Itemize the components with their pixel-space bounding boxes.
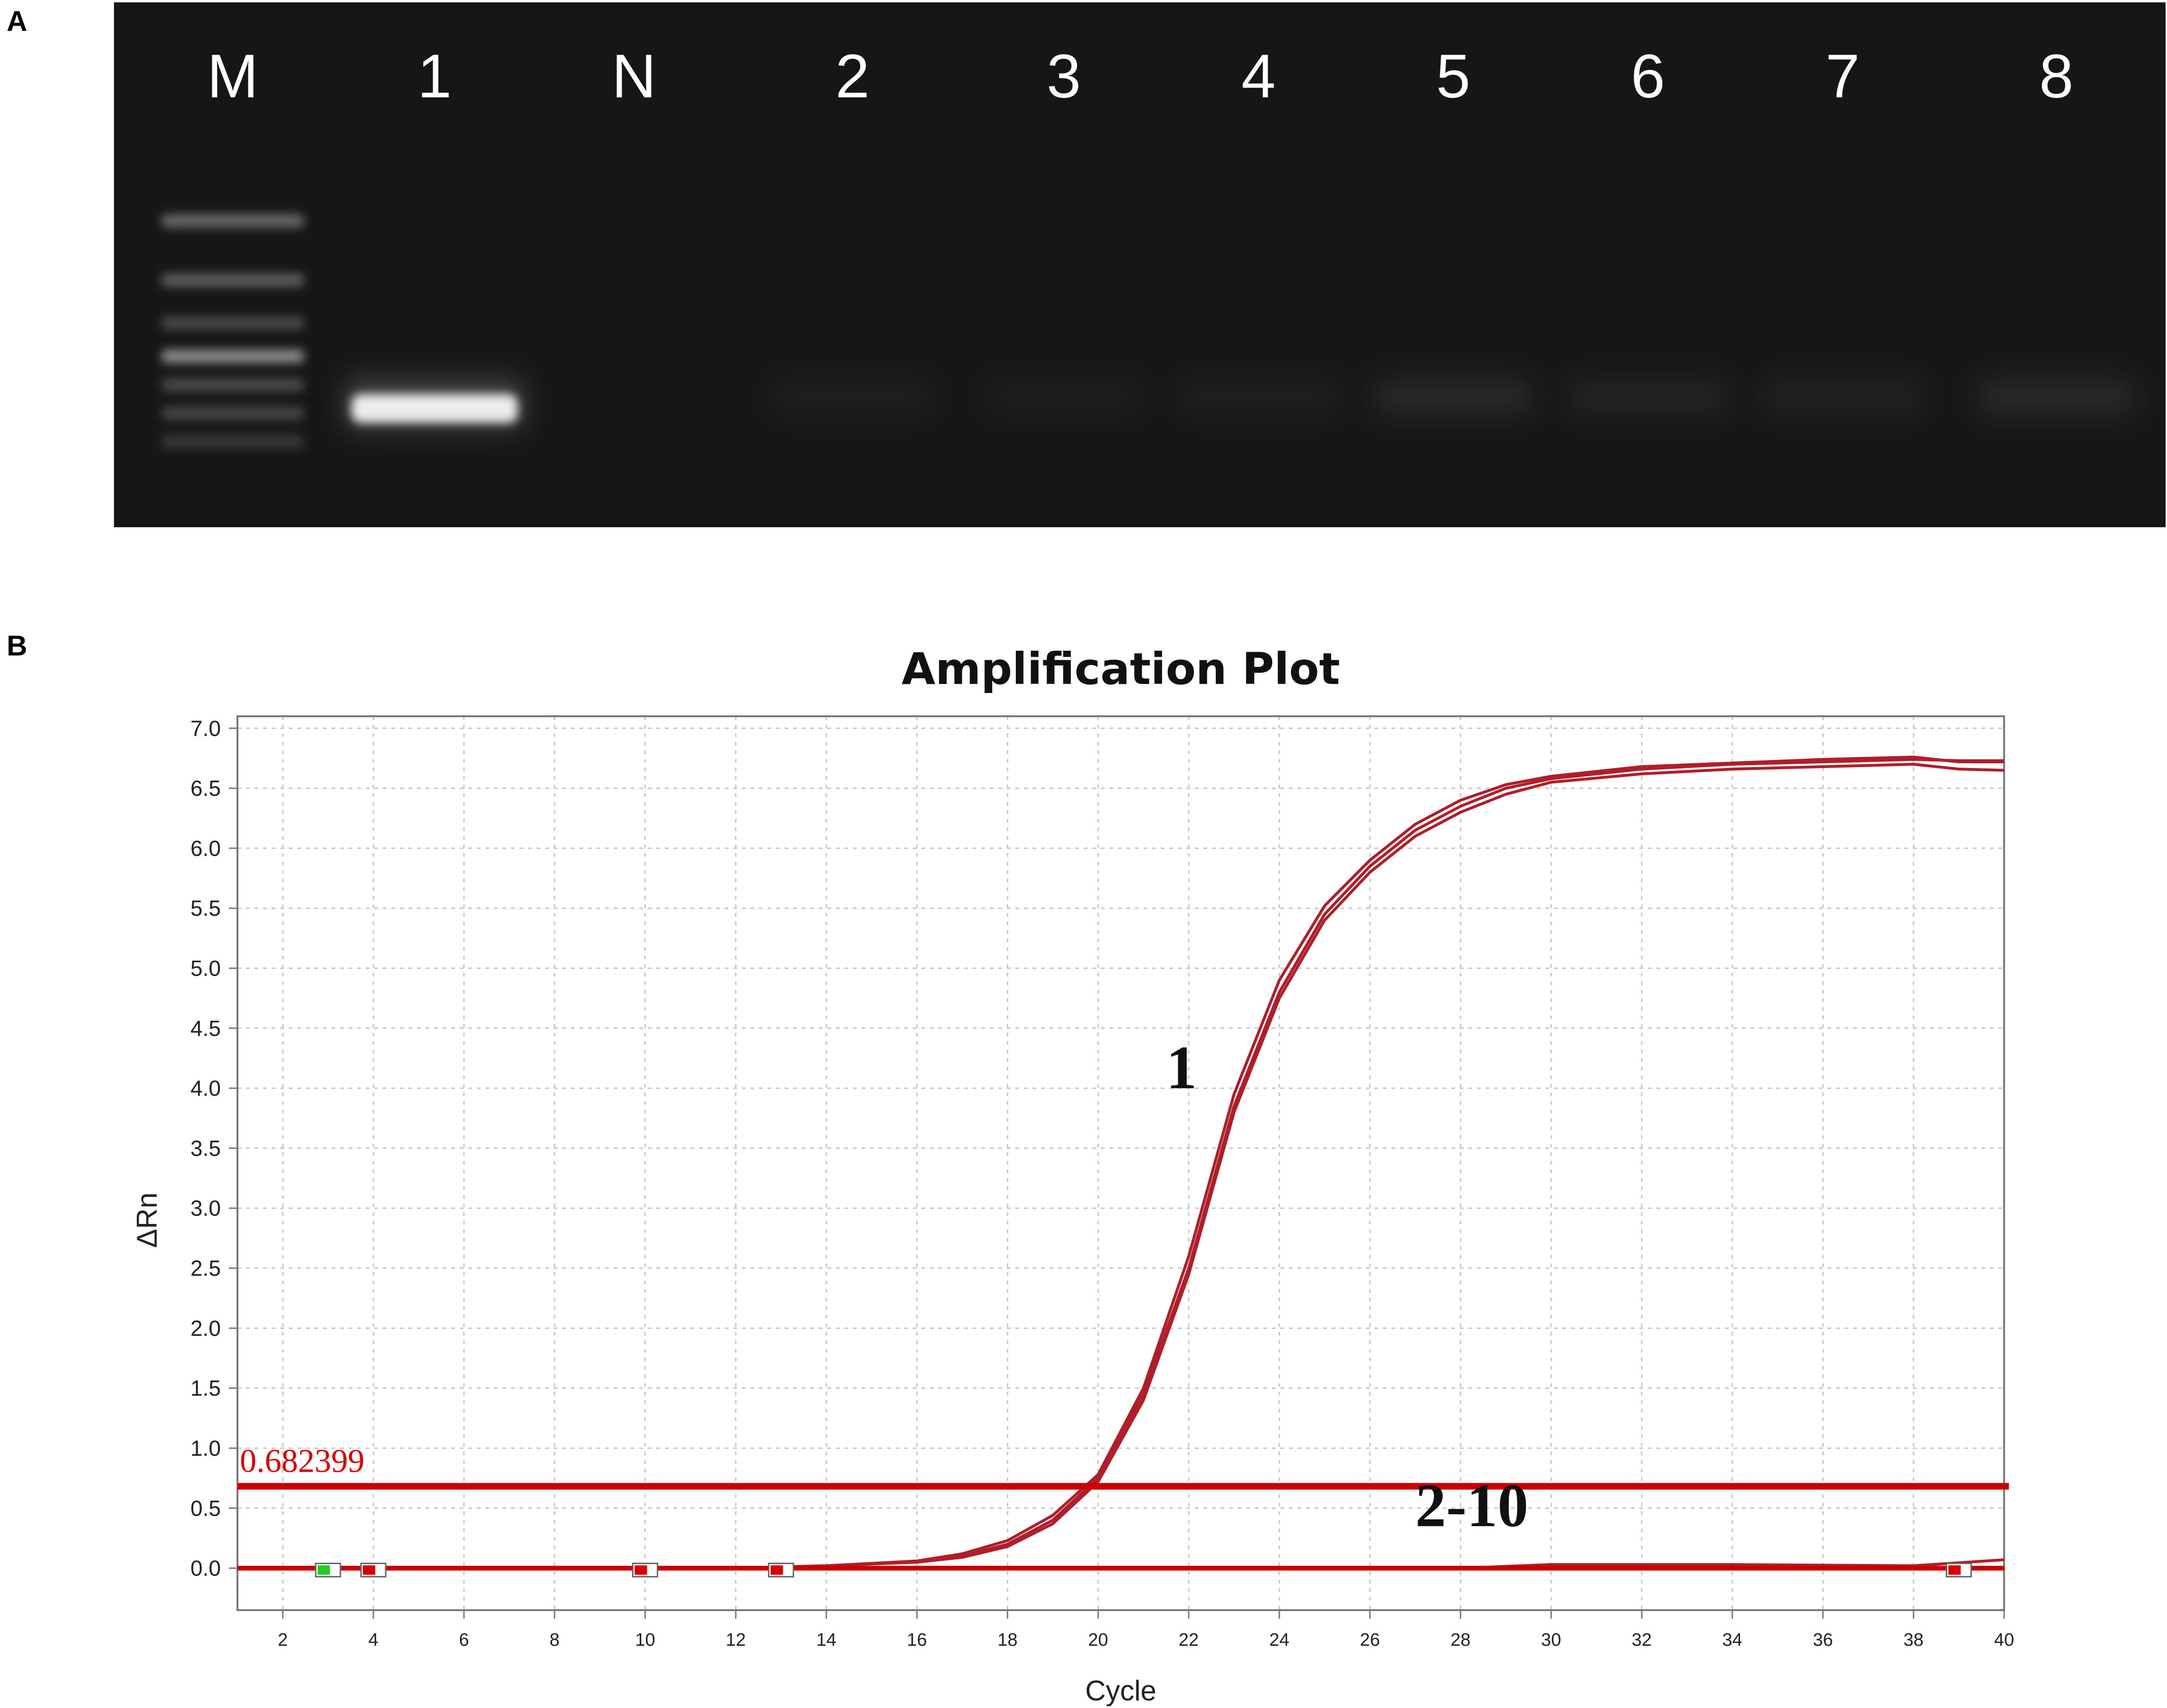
x-tick-label: 10: [635, 1630, 655, 1650]
gel-lane-label: 8: [2039, 41, 2073, 111]
x-tick-label: 6: [459, 1630, 469, 1650]
y-tick-label: 3.0: [190, 1196, 221, 1221]
x-tick-label: 12: [726, 1630, 746, 1650]
amplification-curve-3: [237, 763, 2005, 1570]
marker-band: [161, 378, 304, 391]
x-tick-label: 38: [1903, 1630, 1923, 1650]
marker-band: [161, 407, 304, 420]
gel-lane-label: 7: [1826, 41, 1860, 111]
sample-band: [772, 378, 933, 416]
baseline-marker[interactable]: [363, 1565, 376, 1575]
baseline-marker[interactable]: [634, 1565, 647, 1575]
y-axis-label: ΔRn: [131, 1193, 163, 1248]
y-tick-label: 6.5: [190, 776, 221, 801]
amplification-plot: 2 4 6 8 10 12 14 16 18 20 22 24 26 28 30 32 34 36 38 400.00…: [131, 644, 2014, 1707]
gel-lane-label: N: [612, 41, 656, 111]
chart-title: Amplification Plot: [901, 644, 1340, 694]
gel-lane-label: 6: [1631, 41, 1665, 111]
y-tick-label: 2.5: [190, 1256, 221, 1281]
sample-band: [1567, 378, 1729, 416]
x-tick-label: 18: [997, 1630, 1017, 1650]
x-tick-label: 20: [1088, 1630, 1108, 1650]
x-tick-label: 22: [1179, 1630, 1199, 1650]
x-tick-label: 36: [1813, 1630, 1833, 1650]
y-tick-label: 2.0: [190, 1316, 221, 1340]
plot-frame: [237, 715, 2005, 1611]
x-tick-label: 34: [1722, 1630, 1742, 1650]
baseline-marker[interactable]: [317, 1565, 330, 1575]
curve-annotation: 1: [1166, 1034, 1197, 1102]
threshold-label: 0.682399: [240, 1443, 365, 1480]
gel-lane-label: 4: [1241, 41, 1276, 111]
x-tick-label: 32: [1632, 1630, 1652, 1650]
y-tick-label: 4.0: [190, 1076, 221, 1101]
marker-band: [161, 214, 304, 228]
y-tick-label: 6.0: [190, 836, 221, 861]
y-tick-label: 3.5: [190, 1136, 221, 1160]
sample-band: [1976, 378, 2137, 416]
sample-band: [983, 378, 1145, 416]
x-tick-label: 2: [278, 1630, 288, 1650]
x-tick-label: 24: [1269, 1630, 1289, 1650]
gel-lane-label: M: [207, 41, 258, 111]
panel-label-b: B: [7, 630, 28, 662]
marker-band: [161, 274, 304, 287]
x-tick-label: 26: [1360, 1630, 1380, 1650]
x-tick-label: 28: [1450, 1630, 1470, 1650]
x-tick-label: 30: [1541, 1630, 1561, 1650]
gel-electrophoresis-image: M 1 N 2 3 4 5 6 7 8: [114, 2, 2166, 527]
y-tick-label: 1.0: [190, 1436, 221, 1461]
sample-band: [1372, 378, 1534, 416]
gel-lane-label: 3: [1047, 41, 1081, 111]
sample-band: [1178, 378, 1339, 416]
gel-lane-label: 2: [835, 41, 870, 111]
plot-area: [237, 716, 2004, 1610]
y-tick-label: 0.0: [190, 1556, 221, 1581]
sample-band: [351, 394, 518, 423]
curve-annotation: 2-10: [1415, 1471, 1528, 1540]
x-axis-label: Cycle: [1085, 1675, 1156, 1707]
baseline-marker[interactable]: [1948, 1565, 1961, 1575]
x-tick-label: 4: [369, 1630, 379, 1650]
gel-lane-label: 5: [1436, 41, 1470, 111]
y-tick-label: 0.5: [190, 1496, 221, 1520]
marker-band: [161, 316, 304, 330]
sample-band: [1762, 378, 1923, 416]
y-tick-label: 5.0: [190, 956, 221, 980]
x-tick-label: 8: [549, 1630, 559, 1650]
x-tick-label: 16: [907, 1630, 927, 1650]
marker-band: [161, 350, 304, 363]
gel-lane-label: 1: [417, 41, 452, 111]
y-tick-label: 7.0: [190, 716, 221, 740]
gel-background: [114, 2, 2166, 527]
y-tick-label: 1.5: [190, 1376, 221, 1401]
x-tick-label: 40: [1994, 1630, 2014, 1650]
y-tick-label: 5.5: [190, 896, 221, 920]
x-tick-label: 14: [816, 1630, 836, 1650]
baseline-marker[interactable]: [770, 1565, 783, 1575]
marker-band: [161, 435, 304, 448]
y-tick-label: 4.5: [190, 1016, 221, 1041]
panel-label-a: A: [7, 5, 28, 37]
